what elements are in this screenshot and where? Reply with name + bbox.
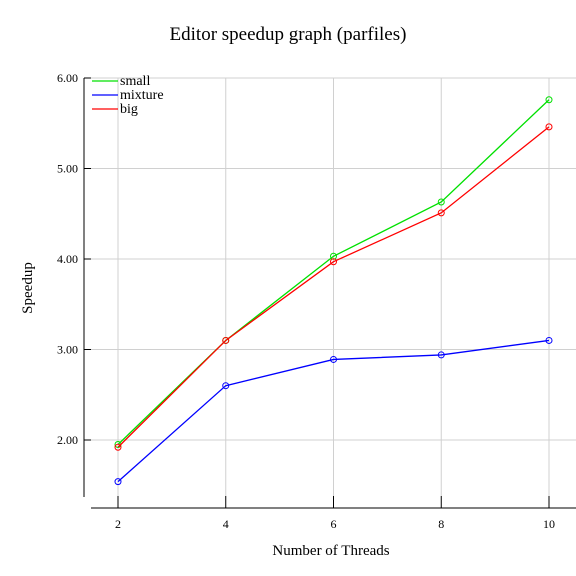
data-point-big (330, 258, 337, 266)
y-tick-label: 2.00 (57, 433, 78, 447)
data-point-mixture (114, 478, 122, 486)
y-axis-label: Speedup (20, 262, 36, 314)
legend-label-small: small (120, 74, 150, 89)
data-point-mixture (545, 336, 553, 344)
data-point-big (114, 443, 122, 451)
x-tick-label: 6 (331, 517, 337, 531)
x-tick-label: 4 (223, 517, 229, 531)
series-line-mixture (117, 339, 550, 483)
chart-title: Editor speedup graph (parfiles) (170, 24, 407, 45)
ticks: 2.00 3.00 4.00 5.00 6.00 2 4 6 8 10 (57, 71, 555, 531)
data-point-small (330, 252, 337, 260)
grid (91, 77, 576, 496)
data-point-small (437, 198, 445, 206)
legend-label-mixture: mixture (120, 88, 164, 103)
y-tick-label: 3.00 (57, 343, 78, 357)
legend-label-big: big (120, 102, 138, 117)
data-point-big (437, 209, 445, 217)
data-point-big (545, 123, 553, 131)
series-line-big (117, 126, 550, 448)
data-point-small (545, 96, 553, 104)
x-tick-label: 8 (438, 517, 444, 531)
y-tick-label: 6.00 (57, 71, 78, 85)
data-point-big (222, 336, 230, 344)
y-tick-label: 4.00 (57, 252, 78, 266)
data-point-mixture (222, 382, 230, 390)
data-point-mixture (437, 351, 445, 359)
series-group (114, 96, 553, 486)
x-axis-label: Number of Threads (272, 543, 389, 559)
y-tick-label: 5.00 (57, 162, 78, 176)
x-tick-label: 10 (543, 517, 555, 531)
data-point-mixture (330, 355, 337, 363)
x-tick-label: 2 (115, 517, 121, 531)
axes (83, 78, 576, 509)
